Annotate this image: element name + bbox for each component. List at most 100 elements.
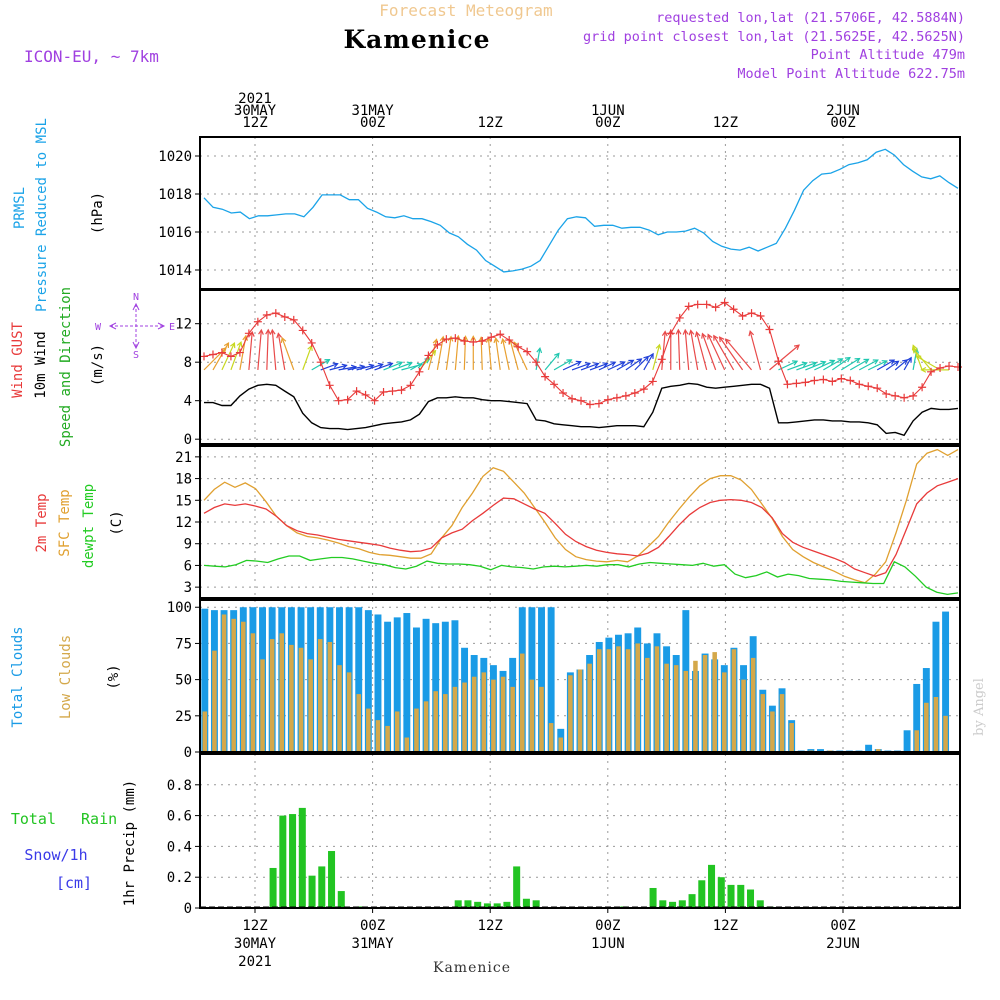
low-cloud-bar <box>943 715 948 752</box>
gust-marker <box>873 384 882 393</box>
rain-bar <box>483 903 491 908</box>
wind-arrow <box>719 336 744 371</box>
wind-arrow <box>571 362 591 371</box>
wind-arrow-head <box>584 362 592 368</box>
total-clouds-label: Total Clouds <box>10 626 26 727</box>
rain-bar <box>513 866 521 908</box>
y-tick-label: 21 <box>175 450 192 466</box>
rain-bar <box>708 864 716 908</box>
wind-arrow-head <box>906 356 912 363</box>
wind-arrow-head <box>648 352 654 359</box>
low-cloud-bar <box>462 682 467 752</box>
rain-bar <box>464 900 472 908</box>
wind-arrow <box>212 342 229 371</box>
y-tick-label: 25 <box>175 709 192 725</box>
wind-arrow <box>329 364 347 371</box>
low-cloud-bar <box>452 686 458 752</box>
low-cloud-bar <box>760 694 766 752</box>
gust-marker <box>379 388 388 397</box>
wind-arrow <box>544 353 560 371</box>
requested-coords: requested lon,lat (21.5706E, 42.5884N) <box>656 10 965 26</box>
low-cloud-bar <box>770 711 775 752</box>
wind-arrow-head <box>655 343 662 350</box>
time-label-top: 30MAY <box>234 103 277 119</box>
wind-arrow <box>535 348 541 370</box>
wind-arrow-head <box>643 355 650 362</box>
time-label-bottom: 12Z <box>242 918 267 934</box>
wind-arrow <box>495 338 501 370</box>
wind-arrow <box>271 329 277 370</box>
y-tick-label: 0.6 <box>167 809 192 825</box>
low-cloud-bar <box>346 672 352 752</box>
panel-frame <box>199 753 961 909</box>
clouds-panel: 0 25 50 75 100 <box>167 599 961 761</box>
panel-frame <box>199 136 961 290</box>
low-cloud-bar <box>289 644 294 752</box>
wind-arrow <box>858 359 879 371</box>
total-cloud-bar <box>403 613 411 752</box>
wind-arrow-head <box>566 359 573 365</box>
wind-arrow <box>338 366 356 371</box>
time-label-top: 00Z <box>595 115 620 131</box>
y-tick-label: 0.2 <box>167 870 192 886</box>
gust-marker <box>711 303 720 312</box>
y-tick-label: 50 <box>175 673 192 689</box>
rain-bar <box>493 903 501 908</box>
pressure-reduced-label: Pressure Reduced to MSL <box>34 118 50 312</box>
wind-arrow-head <box>258 328 264 335</box>
gust-marker <box>289 315 298 324</box>
total-cloud-bar <box>441 621 449 752</box>
y-tick-label: 4 <box>184 394 192 410</box>
gust-marker <box>900 393 909 402</box>
low-cloud-bar <box>731 649 737 752</box>
snow-label: Snow/1h <box>24 846 87 864</box>
rain-bar <box>688 894 696 908</box>
rain-bar <box>503 901 511 908</box>
wind-arrow-head <box>636 358 643 364</box>
low-cloud-bar <box>308 659 313 752</box>
wind-arrow-head <box>416 362 423 369</box>
wind-arrow <box>787 362 807 371</box>
speed-direction-label: Speed and Direction <box>58 287 74 447</box>
wind-arrow <box>410 358 430 371</box>
low-cloud-bar <box>712 652 717 752</box>
wind-arrow <box>392 362 412 371</box>
low-cloud-bar <box>673 665 679 752</box>
gust-marker <box>783 380 792 389</box>
gust-marker <box>648 377 657 386</box>
wind-arrow <box>796 362 817 371</box>
clouds-unit-label: (%) <box>106 664 122 689</box>
gust-marker <box>343 395 352 404</box>
wind-arrow <box>661 331 666 370</box>
temp-unit-label: (C) <box>109 510 125 535</box>
gust-marker <box>585 400 594 409</box>
low-cloud-bar <box>789 723 794 752</box>
total-cloud-bar <box>364 610 372 752</box>
wind-arrow <box>749 331 762 371</box>
gust-marker <box>352 387 361 396</box>
gust-marker <box>612 393 621 402</box>
y-tick-label: 0 <box>184 901 192 917</box>
wind-arrow-head <box>593 362 600 368</box>
gust-marker <box>217 348 226 357</box>
gust-marker <box>469 337 478 346</box>
gust-marker <box>397 386 406 395</box>
wind-arrow <box>769 344 800 371</box>
gust-marker <box>514 342 523 351</box>
y-tick-label: 9 <box>184 537 192 553</box>
gust-marker <box>891 391 900 400</box>
total-cloud-bar <box>201 608 209 752</box>
wind-arrow <box>598 361 616 371</box>
gust-marker <box>729 305 738 314</box>
point-altitude: Point Altitude 479m <box>811 47 965 63</box>
wind-arrow <box>302 345 313 371</box>
low-cloud-bar <box>385 725 390 752</box>
gust-marker <box>666 329 675 338</box>
gust-marker <box>639 385 648 394</box>
time-label-top: 2021 <box>238 91 272 107</box>
low-cloud-bar <box>750 657 756 752</box>
wind-arrow-head <box>837 358 844 364</box>
wind-arrow <box>652 344 661 371</box>
wind-arrow-head <box>470 335 477 342</box>
gust-marker <box>424 351 433 360</box>
